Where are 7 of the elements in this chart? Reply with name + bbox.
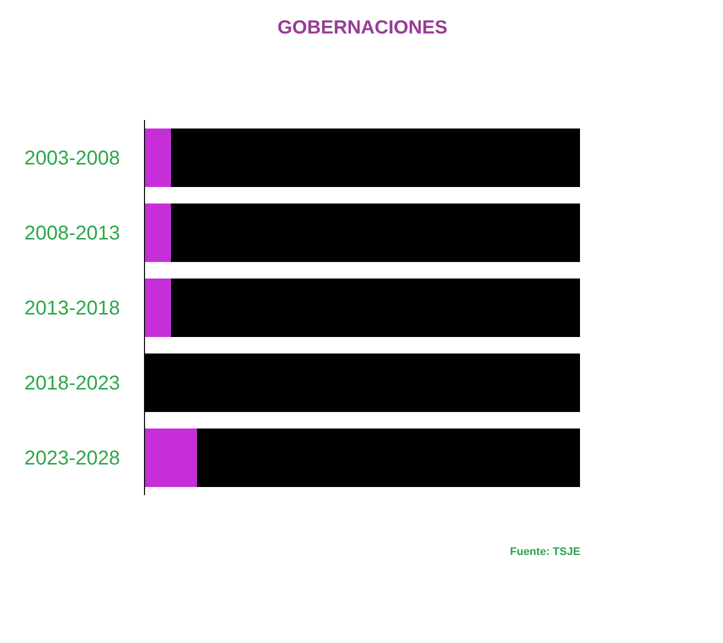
y-tick-label: 2008-2013: [24, 222, 120, 244]
source-note: Fuente: TSJE: [510, 546, 580, 558]
y-tick-label: 2013-2018: [24, 298, 120, 320]
chart-title: GOBERNACIONES: [278, 18, 448, 39]
y-tick-label: 2023-2028: [24, 448, 120, 470]
y-tick-label: 2018-2023: [24, 372, 120, 394]
y-tick-label: 2003-2008: [24, 148, 120, 170]
